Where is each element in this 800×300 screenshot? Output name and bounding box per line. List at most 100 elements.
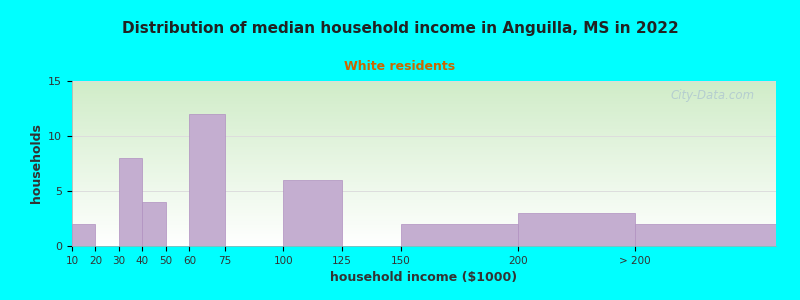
Bar [72, 175, 776, 177]
Bar [72, 169, 776, 170]
Bar [72, 107, 776, 109]
Bar [72, 173, 776, 175]
Bar [72, 150, 776, 152]
Bar [72, 233, 776, 235]
Bar [72, 112, 776, 114]
Bar [142, 202, 166, 246]
Bar [72, 178, 776, 180]
Bar [72, 88, 776, 89]
Bar [72, 190, 776, 192]
Bar [72, 148, 776, 150]
Bar [72, 196, 776, 198]
Bar [72, 139, 776, 140]
Y-axis label: households: households [30, 124, 42, 203]
Bar [72, 152, 776, 154]
Bar [72, 241, 776, 243]
Bar [72, 122, 776, 124]
Bar [72, 154, 776, 155]
Text: City-Data.com: City-Data.com [670, 89, 755, 102]
Bar [72, 238, 776, 239]
Bar [72, 213, 776, 215]
Bar [72, 210, 776, 211]
Bar [72, 96, 776, 98]
Bar [72, 198, 776, 200]
Bar [635, 224, 776, 246]
Bar [72, 215, 776, 216]
Bar [72, 193, 776, 195]
Bar [72, 130, 776, 132]
Bar [72, 155, 776, 157]
Bar [72, 220, 776, 221]
Bar [72, 162, 776, 164]
Bar [72, 236, 776, 238]
Bar [72, 165, 776, 167]
Bar [72, 208, 776, 210]
Bar [72, 84, 776, 86]
Bar [72, 228, 776, 230]
Bar [72, 145, 776, 147]
Bar [283, 180, 342, 246]
Bar [72, 119, 776, 121]
Bar [72, 216, 776, 218]
Bar [72, 239, 776, 241]
Bar [72, 81, 776, 82]
Bar [72, 160, 776, 162]
Bar [72, 177, 776, 178]
Bar [72, 221, 776, 223]
Bar [72, 136, 776, 137]
Bar [72, 195, 776, 196]
Bar [72, 134, 776, 136]
Bar [72, 182, 776, 183]
Text: White residents: White residents [345, 60, 455, 73]
Bar [72, 200, 776, 202]
Bar [72, 244, 776, 246]
Bar [72, 86, 776, 88]
Bar [72, 158, 776, 160]
Bar [72, 132, 776, 134]
Bar [72, 140, 776, 142]
Bar [72, 94, 776, 96]
Bar [401, 224, 518, 246]
Bar [72, 180, 776, 182]
Bar [72, 157, 776, 158]
Bar [72, 192, 776, 193]
Bar [72, 125, 776, 127]
Bar [119, 158, 142, 246]
Bar [72, 117, 776, 119]
Bar [518, 213, 635, 246]
Bar [72, 167, 776, 168]
Bar [72, 223, 776, 224]
Bar [72, 147, 776, 148]
Bar [72, 127, 776, 129]
Bar [72, 99, 776, 101]
Bar [72, 172, 776, 173]
Bar [72, 205, 776, 206]
Bar [72, 203, 776, 205]
Bar [72, 170, 776, 172]
Bar [72, 106, 776, 107]
Bar [72, 104, 776, 106]
Bar [72, 98, 776, 99]
Bar [72, 206, 776, 208]
Bar [72, 102, 776, 104]
Text: Distribution of median household income in Anguilla, MS in 2022: Distribution of median household income … [122, 21, 678, 36]
Bar [72, 231, 776, 233]
Bar [72, 230, 776, 231]
X-axis label: household income ($1000): household income ($1000) [330, 271, 518, 284]
Bar [72, 211, 776, 213]
Bar [72, 142, 776, 144]
Bar [72, 188, 776, 190]
Bar [72, 137, 776, 139]
Bar [72, 218, 776, 220]
Bar [72, 202, 776, 203]
Bar [72, 121, 776, 122]
Bar [72, 91, 776, 92]
Bar [72, 109, 776, 111]
Bar [72, 187, 776, 188]
Bar [72, 116, 776, 117]
Bar [72, 224, 95, 246]
Bar [72, 129, 776, 130]
Bar [72, 243, 776, 244]
Bar [72, 224, 776, 226]
Bar [72, 111, 776, 112]
